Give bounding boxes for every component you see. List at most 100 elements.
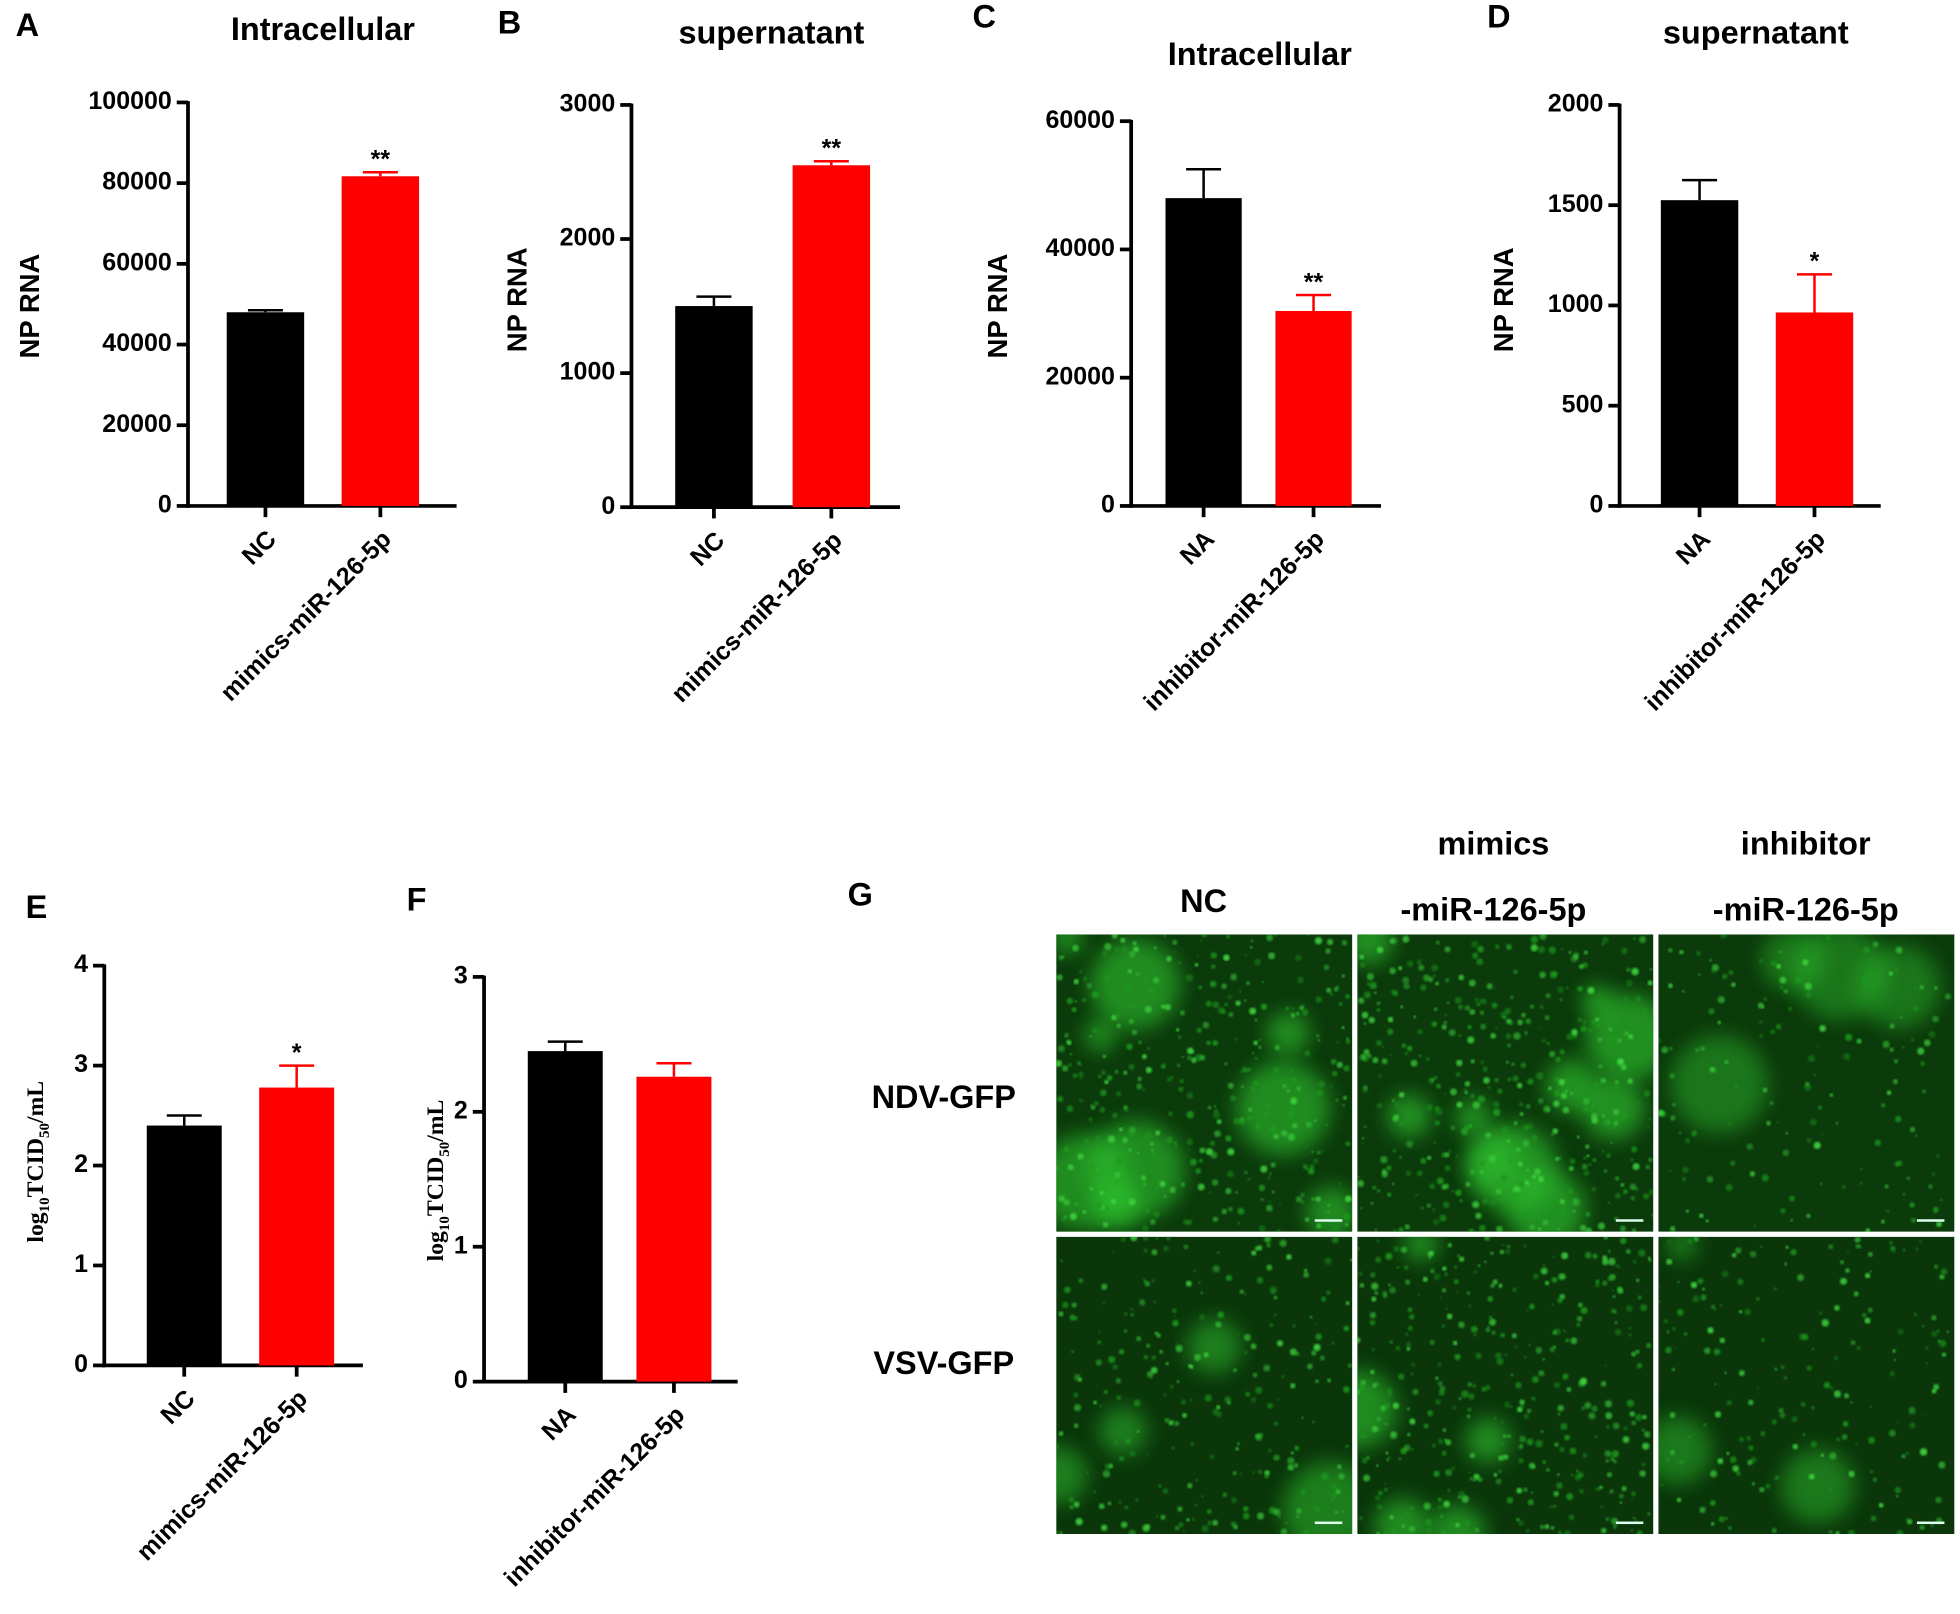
fluorescence-speck	[1578, 1380, 1586, 1388]
fluorescence-speck	[1643, 1193, 1649, 1200]
fluorescence-speck	[1600, 1505, 1604, 1509]
fluorescence-speck	[1783, 989, 1788, 994]
fluorescence-speck	[1345, 1223, 1349, 1227]
fluorescence-speck	[1058, 955, 1064, 961]
fluorescence-speck	[1582, 1453, 1588, 1458]
fluorescence-speck	[1225, 1135, 1232, 1142]
fluorescence-speck	[1373, 991, 1377, 995]
fluorescence-speck	[1695, 1048, 1699, 1052]
fluorescence-speck	[1636, 1530, 1643, 1535]
fluorescence-speck	[1305, 1121, 1313, 1128]
fluorescence-speck	[1469, 1477, 1473, 1481]
fluorescence-speck	[1243, 1333, 1252, 1342]
fluorescence-speck	[1641, 1428, 1645, 1432]
fluorescence-speck	[1400, 1005, 1404, 1009]
fluorescence-speck	[1433, 1076, 1438, 1080]
fluorescence-speck	[1710, 1521, 1715, 1526]
fluorescence-speck	[1241, 1067, 1248, 1073]
fluorescence-speck	[1376, 1007, 1381, 1012]
fluorescence-speck	[1151, 1249, 1158, 1256]
fluorescence-speck	[1194, 962, 1199, 967]
fluorescence-speck	[1396, 1266, 1400, 1269]
fluorescence-speck	[1519, 1112, 1524, 1117]
fluorescence-speck	[1429, 1339, 1435, 1346]
fluorescence-blob	[1056, 1446, 1088, 1504]
fluorescence-speck	[1118, 1501, 1122, 1504]
fluorescence-speck	[1842, 1421, 1849, 1427]
fluorescence-speck	[1315, 1333, 1323, 1341]
fluorescence-speck	[1371, 1425, 1379, 1433]
fluorescence-speck	[1107, 1135, 1116, 1143]
fluorescence-speck	[1089, 1035, 1092, 1038]
fluorescence-speck	[1470, 1059, 1475, 1064]
fluorescence-speck	[1217, 1006, 1225, 1014]
fluorescence-speck	[1296, 1508, 1302, 1514]
fluorescence-speck	[1604, 1364, 1607, 1367]
fluorescence-speck	[1660, 1483, 1664, 1486]
fluorescence-speck	[1557, 1412, 1561, 1416]
fluorescence-speck	[1534, 1168, 1541, 1176]
fluorescence-speck	[1890, 1245, 1896, 1252]
fluorescence-speck	[1061, 1217, 1066, 1222]
fluorescence-speck	[1559, 1446, 1565, 1453]
fluorescence-speck	[1829, 1452, 1837, 1460]
fluorescence-speck	[1626, 967, 1631, 972]
fluorescence-speck	[1640, 1304, 1648, 1312]
fluorescence-speck	[1123, 1329, 1128, 1333]
fluorescence-speck	[1389, 1286, 1396, 1294]
fluorescence-speck	[1464, 1091, 1468, 1095]
fluorescence-speck	[1426, 1203, 1432, 1208]
fluorescence-speck	[1270, 1162, 1276, 1168]
fluorescence-speck	[1728, 1122, 1732, 1126]
fluorescence-speck	[1829, 1385, 1833, 1389]
fluorescence-speck	[1855, 1443, 1858, 1446]
fluorescence-speck	[1504, 1007, 1512, 1015]
fluorescence-speck	[1938, 1461, 1946, 1469]
fluorescence-speck	[1266, 1242, 1271, 1248]
fluorescence-speck	[1502, 1129, 1506, 1132]
fluorescence-speck	[1896, 1530, 1904, 1535]
fluorescence-speck	[1735, 1247, 1742, 1254]
fluorescence-speck	[1648, 1258, 1652, 1263]
fluorescence-speck	[1395, 1345, 1401, 1351]
fluorescence-speck	[1558, 1213, 1562, 1217]
fluorescence-speck	[1607, 1276, 1613, 1281]
error-bar	[813, 160, 849, 166]
fluorescence-speck	[1329, 992, 1333, 996]
error-bar	[696, 295, 732, 307]
fluorescence-speck	[1338, 1002, 1343, 1007]
fluorescence-speck	[1357, 1175, 1360, 1179]
fluorescence-speck	[1071, 1350, 1075, 1354]
fluorescence-speck	[1363, 1088, 1368, 1093]
fluorescence-speck	[1792, 1443, 1798, 1450]
fluorescence-speck	[1910, 1217, 1917, 1223]
fluorescence-speck	[1941, 1352, 1947, 1357]
fluorescence-speck	[1282, 1084, 1287, 1088]
fluorescence-speck	[1608, 1257, 1616, 1266]
fluorescence-speck	[1441, 1450, 1447, 1456]
fluorescence-speck	[1451, 1189, 1455, 1193]
fluorescence-speck	[1436, 1083, 1441, 1089]
fluorescence-speck	[1473, 1270, 1477, 1274]
fluorescence-speck	[1268, 1125, 1276, 1133]
fluorescence-speck	[1560, 947, 1564, 951]
fluorescence-speck	[1227, 1401, 1231, 1405]
fluorescence-speck	[1821, 1319, 1829, 1327]
fluorescence-speck	[1414, 1193, 1418, 1197]
fluorescence-speck	[1082, 997, 1087, 1002]
fluorescence-speck	[1577, 1018, 1582, 1022]
fluorescence-speck	[1810, 1406, 1815, 1410]
fluorescence-speck	[1254, 1057, 1258, 1060]
fluorescence-speck	[1549, 1346, 1556, 1353]
fluorescence-speck	[1189, 1158, 1197, 1166]
fluorescence-speck	[1338, 1473, 1345, 1480]
fluorescence-speck	[1381, 1045, 1384, 1048]
fluorescence-speck	[1258, 1038, 1261, 1042]
fluorescence-speck	[1566, 1387, 1572, 1392]
fluorescence-speck	[1611, 1450, 1620, 1458]
fluorescence-speck	[1933, 1384, 1940, 1391]
fluorescence-speck	[1602, 1280, 1608, 1286]
fluorescence-speck	[1104, 1079, 1109, 1085]
fluorescence-speck	[1452, 1405, 1457, 1410]
fluorescence-speck	[1438, 1389, 1445, 1396]
